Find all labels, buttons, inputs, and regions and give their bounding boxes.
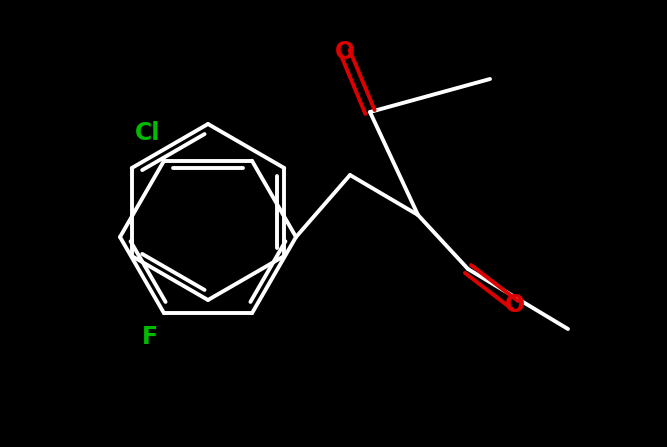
Text: O: O bbox=[335, 40, 355, 64]
Text: F: F bbox=[142, 325, 158, 350]
Text: O: O bbox=[505, 293, 525, 317]
Text: Cl: Cl bbox=[135, 121, 161, 145]
